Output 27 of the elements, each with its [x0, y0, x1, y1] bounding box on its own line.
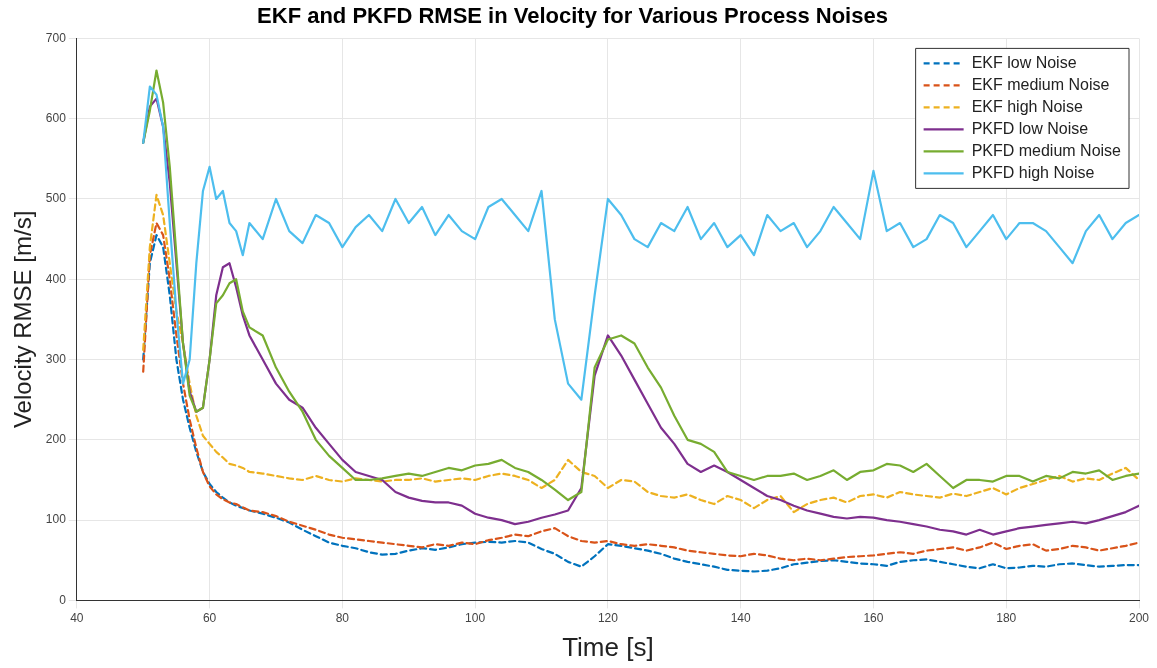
y-tick-label: 700 — [45, 30, 67, 45]
y-tick-label: 400 — [45, 271, 67, 286]
y-tick-label: 200 — [45, 432, 67, 447]
y-tick-label: 0 — [59, 592, 67, 607]
line-series — [142, 193, 1139, 514]
legend-label: PKFD high Noise — [971, 163, 1095, 181]
y-tick-label: 100 — [45, 512, 67, 527]
y-tick-label: 500 — [45, 191, 67, 206]
x-tick-label: 160 — [863, 610, 884, 625]
legend-label: PKFD medium Noise — [971, 141, 1122, 159]
x-axis-title: Time [s] — [562, 631, 654, 662]
chart-title: EKF and PKFD RMSE in Velocity for Various Process Noises — [257, 3, 888, 29]
x-tick-label: 200 — [1128, 610, 1150, 625]
y-tick-label: 600 — [45, 111, 67, 125]
y-tick-label: 300 — [45, 351, 67, 366]
x-tick-label: 180 — [996, 610, 1017, 625]
legend-label: EKF high Noise — [971, 97, 1083, 115]
x-tick-label: 100 — [465, 610, 486, 625]
x-tick-label: 140 — [730, 610, 752, 625]
legend-label: EKF low Noise — [971, 53, 1077, 71]
legend-label: EKF medium Noise — [971, 75, 1110, 93]
x-tick-label: 40 — [70, 610, 84, 625]
x-tick-label: 60 — [202, 610, 217, 625]
x-tick-label: 120 — [597, 610, 619, 625]
x-tick-label: 80 — [335, 610, 350, 625]
y-axis-title: Velocity RMSE [m/s] — [9, 210, 37, 429]
legend-label: PKFD low Noise — [971, 119, 1089, 137]
